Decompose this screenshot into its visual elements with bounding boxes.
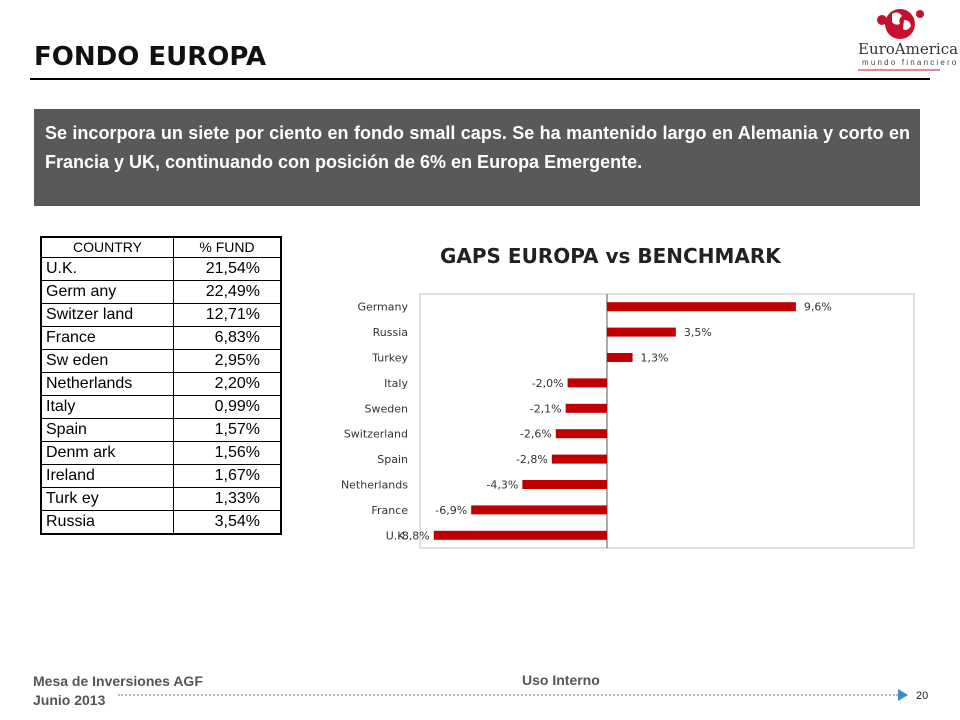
bar xyxy=(471,505,607,515)
bar xyxy=(565,403,607,413)
fund-allocation-table: COUNTRY % FUND U.K. 21,54% Germ any 22,49% S… xyxy=(40,236,282,535)
country-cell: Sw eden xyxy=(40,349,174,373)
fund-percent-cell: 1,33% xyxy=(173,487,282,511)
category-label: Netherlands xyxy=(341,479,408,492)
data-label: -2,6% xyxy=(520,428,552,441)
fund-percent-cell: 3,54% xyxy=(173,510,282,535)
table-row: France 6,83% xyxy=(40,326,282,350)
bar xyxy=(567,378,607,388)
summary-note: Se incorpora un siete por ciento en fond… xyxy=(34,109,920,206)
country-cell: Russia xyxy=(40,510,174,535)
bar xyxy=(606,327,676,337)
category-label: Switzerland xyxy=(344,428,408,441)
data-label: 3,5% xyxy=(684,326,712,339)
title-rule xyxy=(30,78,930,80)
logo-name: EuroAmerica xyxy=(858,40,959,58)
data-label: -6,9% xyxy=(435,504,467,517)
table-header-row: COUNTRY % FUND xyxy=(40,236,282,258)
column-header-country: COUNTRY xyxy=(40,236,174,258)
table-row: Netherlands 2,20% xyxy=(40,372,282,396)
country-cell: Spain xyxy=(40,418,174,442)
fund-percent-cell: 22,49% xyxy=(173,280,282,304)
table-row: Ireland 1,67% xyxy=(40,464,282,488)
fund-percent-cell: 6,83% xyxy=(173,326,282,350)
category-label: Italy xyxy=(384,377,408,390)
next-arrow-icon[interactable] xyxy=(898,689,908,701)
country-cell: France xyxy=(40,326,174,350)
category-label: Turkey xyxy=(371,352,408,365)
country-cell: U.K. xyxy=(40,257,174,281)
country-cell: Germ any xyxy=(40,280,174,304)
data-label: -8,8% xyxy=(398,529,430,542)
data-label: 9,6% xyxy=(804,301,832,314)
footer-left: Mesa de Inversiones AGF Junio 2013 xyxy=(33,672,203,710)
bar xyxy=(606,353,633,362)
footer-divider xyxy=(118,694,898,696)
table-row: Switzer land 12,71% xyxy=(40,303,282,327)
bar xyxy=(522,480,607,489)
data-label: -2,8% xyxy=(516,453,548,466)
country-cell: Italy xyxy=(40,395,174,419)
data-label: -2,0% xyxy=(532,377,564,390)
fund-percent-cell: 2,20% xyxy=(173,372,282,396)
country-cell: Denm ark xyxy=(40,441,174,465)
column-header-fund: % FUND xyxy=(173,236,282,258)
country-cell: Switzer land xyxy=(40,303,174,327)
country-cell: Turk ey xyxy=(40,487,174,511)
page-title: FONDO EUROPA xyxy=(34,42,267,72)
page-number: 20 xyxy=(916,690,929,702)
data-label: -4,3% xyxy=(486,479,518,492)
table-row: Russia 3,54% xyxy=(40,510,282,535)
table-row: Turk ey 1,33% xyxy=(40,487,282,511)
table-row: Germ any 22,49% xyxy=(40,280,282,304)
fund-percent-cell: 1,56% xyxy=(173,441,282,465)
footer-classification: Uso Interno xyxy=(522,672,600,688)
bar xyxy=(551,454,607,464)
table-row: Spain 1,57% xyxy=(40,418,282,442)
euroamerica-logo-icon xyxy=(858,9,940,71)
bar xyxy=(606,302,796,312)
category-label: Germany xyxy=(357,301,408,314)
fund-percent-cell: 1,67% xyxy=(173,464,282,488)
table-row: Sw eden 2,95% xyxy=(40,349,282,373)
table-row: Italy 0,99% xyxy=(40,395,282,419)
bar xyxy=(433,530,607,540)
fund-percent-cell: 2,95% xyxy=(173,349,282,373)
footer-desk: Mesa de Inversiones AGF xyxy=(33,673,203,689)
fund-percent-cell: 1,57% xyxy=(173,418,282,442)
country-cell: Ireland xyxy=(40,464,174,488)
data-label: -2,1% xyxy=(530,402,562,415)
category-label: France xyxy=(371,504,408,517)
category-label: Sweden xyxy=(365,402,408,415)
country-cell: Netherlands xyxy=(40,372,174,396)
category-label: Spain xyxy=(377,453,408,466)
data-label: 1,3% xyxy=(641,352,669,365)
logo-tagline: mundo financiero xyxy=(862,58,959,67)
fund-percent-cell: 12,71% xyxy=(173,303,282,327)
fund-percent-cell: 0,99% xyxy=(173,395,282,419)
category-label: Russia xyxy=(373,326,408,339)
fund-percent-cell: 21,54% xyxy=(173,257,282,281)
category-label: U.K. xyxy=(386,529,408,542)
chart-title: GAPS EUROPA vs BENCHMARK xyxy=(440,244,781,268)
table-row: Denm ark 1,56% xyxy=(40,441,282,465)
plot-area-frame xyxy=(419,293,915,549)
gaps-bar-chart: Germany 9,6% Russia 3,5% Turkey 1,3% Italy -2,0… xyxy=(341,293,915,549)
table-row: U.K. 21,54% xyxy=(40,257,282,281)
footer-date: Junio 2013 xyxy=(33,692,106,708)
bar xyxy=(555,429,607,439)
